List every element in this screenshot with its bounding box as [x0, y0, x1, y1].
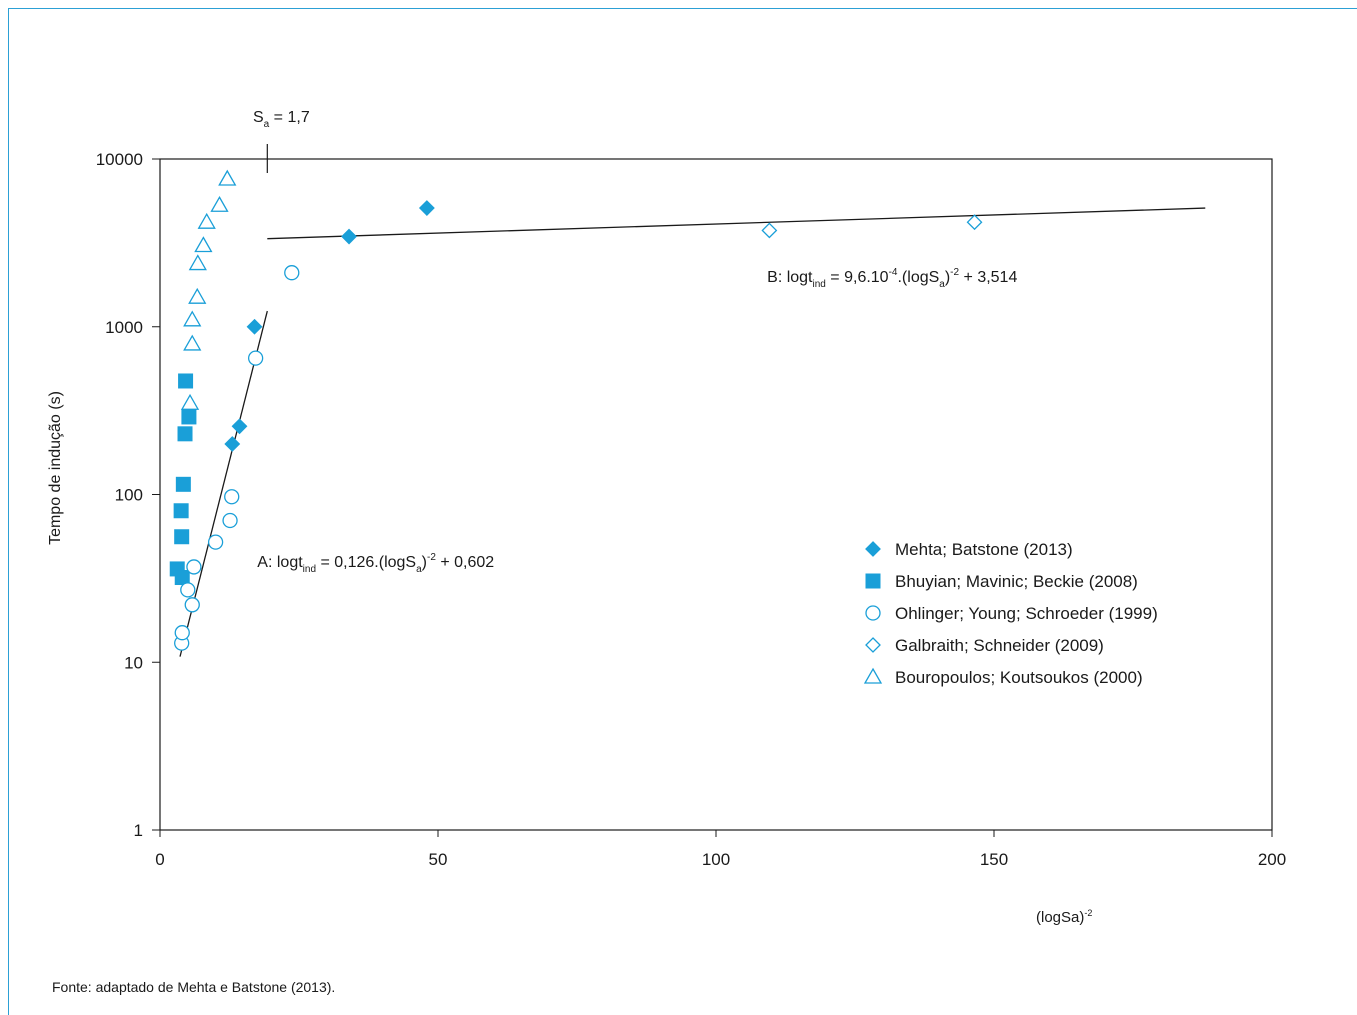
data-point: [175, 476, 191, 492]
data-point: [966, 214, 983, 231]
data-point: [181, 409, 197, 425]
x-tick-label: 150: [980, 850, 1008, 869]
eq-b-tail: + 3,514: [959, 269, 1017, 286]
eq-b-sub: ind: [813, 279, 826, 290]
legend-label: Ohlinger; Young; Schroeder (1999): [895, 604, 1158, 623]
data-point: [197, 212, 216, 229]
data-point: [177, 426, 193, 442]
fit-line-b: [267, 207, 1206, 240]
threshold-label: Sa = 1,7: [253, 109, 310, 130]
data-point: [184, 597, 200, 613]
data-point: [174, 529, 190, 545]
plot-area: [159, 158, 1273, 831]
eq-b-sub2: a: [939, 279, 945, 290]
data-point: [210, 195, 229, 212]
data-point: [418, 200, 435, 216]
legend-label: Bhuyian; Mavinic; Beckie (2008): [895, 572, 1138, 591]
eq-b-sup: -2: [950, 267, 959, 278]
data-point: [761, 222, 778, 239]
eq-a-sub: ind: [303, 564, 316, 575]
data-point: [224, 436, 241, 452]
eq-a-close: ): [422, 554, 427, 571]
data-point: [247, 350, 264, 366]
legend-marker: [863, 667, 883, 684]
eq-a-main: A: logt: [257, 554, 303, 571]
data-points: [169, 169, 983, 651]
data-point: [218, 169, 237, 186]
source-note: Fonte: adaptado de Mehta e Batstone (201…: [52, 979, 335, 995]
legend-marker: [865, 573, 881, 589]
eq-a-tail: + 0,602: [436, 554, 494, 571]
axis-ticks: 0 50 100 150 200 1 10 100 1000 10000: [96, 144, 1286, 869]
equation-a: A: logtind = 0,126.(logSa)-2 + 0,602: [257, 552, 494, 575]
legend: Mehta; Batstone (2013) Bhuyian; Mavinic; …: [863, 540, 1158, 687]
eq-a-sub2: a: [416, 564, 422, 575]
data-point: [188, 254, 207, 271]
data-point: [231, 418, 248, 435]
plot-border: [159, 158, 1273, 831]
figure-frame: [8, 8, 1357, 1015]
legend-marker: [865, 605, 881, 621]
x-axis-label: (logSa)-2: [1036, 908, 1092, 926]
data-point: [173, 503, 189, 519]
eq-b-mid2: .(logS: [897, 269, 939, 286]
data-point: [174, 570, 190, 586]
legend-marker: [865, 637, 881, 653]
eq-b-close: ): [945, 269, 950, 286]
x-tick-label: 200: [1258, 850, 1286, 869]
x-tick-label: 100: [702, 850, 730, 869]
data-point: [194, 236, 213, 253]
data-point: [222, 512, 238, 529]
x-axis-label-text: (logSa): [1036, 909, 1084, 926]
legend-marker: [865, 541, 881, 557]
data-point: [188, 287, 207, 304]
y-tick-label: 1: [134, 821, 143, 840]
series-2: [169, 373, 197, 586]
legend-label: Galbraith; Schneider (2009): [895, 636, 1104, 655]
data-point: [207, 534, 224, 550]
threshold-label-main: S: [253, 109, 264, 126]
data-point: [341, 228, 357, 245]
y-tick-label: 10: [124, 653, 143, 672]
y-tick-label: 1000: [105, 318, 143, 337]
eq-b-main: B: logt: [767, 269, 813, 286]
legend-label: Bouropoulos; Koutsoukos (2000): [895, 668, 1143, 687]
equation-b: B: logtind = 9,6.10-4.(logSa)-2 + 3,514: [767, 267, 1017, 290]
threshold-label-sub: a: [264, 119, 270, 130]
eq-a-sup: -2: [427, 552, 436, 563]
data-point: [186, 559, 202, 575]
threshold-label-rest: = 1,7: [269, 109, 310, 126]
y-axis-label: Tempo de indução (s): [47, 391, 64, 545]
data-point: [183, 310, 202, 327]
series-4: [761, 214, 983, 239]
y-tick-label: 100: [115, 486, 143, 505]
eq-b-mid: = 9,6.10: [826, 269, 889, 286]
x-axis-label-sup: -2: [1084, 908, 1092, 918]
eq-b-sup0: -4: [889, 267, 898, 278]
data-point: [178, 373, 194, 389]
series-3: [174, 265, 300, 651]
data-point: [180, 582, 196, 598]
data-point: [180, 393, 200, 410]
data-point: [224, 489, 240, 505]
data-point: [284, 265, 300, 281]
series-5: [180, 169, 237, 410]
legend-label: Mehta; Batstone (2013): [895, 540, 1073, 559]
data-point: [174, 625, 190, 641]
series-1: [224, 200, 435, 452]
data-point: [246, 318, 263, 335]
x-tick-label: 50: [429, 850, 448, 869]
eq-a-mid: = 0,126.(logS: [316, 554, 416, 571]
y-tick-label: 10000: [96, 150, 143, 169]
x-tick-label: 0: [155, 850, 164, 869]
data-point: [183, 334, 202, 351]
